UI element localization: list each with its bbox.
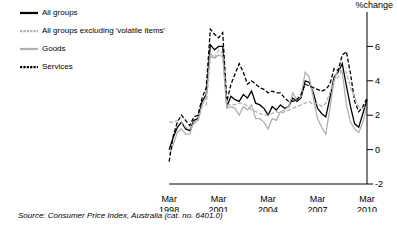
svg-text:Mar: Mar bbox=[211, 194, 227, 204]
svg-text:6: 6 bbox=[375, 42, 380, 52]
svg-text:2007: 2007 bbox=[308, 205, 328, 212]
svg-text:2004: 2004 bbox=[258, 205, 278, 212]
html-text:All groups excluding 'volatile: All groups excluding 'volatile items' bbox=[42, 26, 166, 36]
html-text:Source: Consumer Price Index,: Source: Consumer Price Index, Australia … bbox=[18, 211, 223, 220]
svg-text:Mar: Mar bbox=[359, 194, 375, 204]
svg-text:Mar: Mar bbox=[161, 194, 177, 204]
svg-text:2010: 2010 bbox=[357, 205, 377, 212]
svg-text:4: 4 bbox=[375, 76, 380, 86]
svg-text:1998: 1998 bbox=[159, 205, 179, 212]
svg-text:2001: 2001 bbox=[209, 205, 229, 212]
svg-text:0: 0 bbox=[375, 145, 380, 155]
html-text:Goods: Goods bbox=[42, 44, 66, 54]
svg-text:-2: -2 bbox=[375, 179, 383, 189]
html-text:All groups: All groups bbox=[42, 8, 78, 18]
svg-text:2: 2 bbox=[375, 110, 380, 120]
html-text:Services: Services bbox=[42, 62, 73, 72]
svg-text:Mar: Mar bbox=[310, 194, 326, 204]
svg-text:Mar: Mar bbox=[260, 194, 276, 204]
html-text:%change: %change bbox=[355, 0, 393, 10]
